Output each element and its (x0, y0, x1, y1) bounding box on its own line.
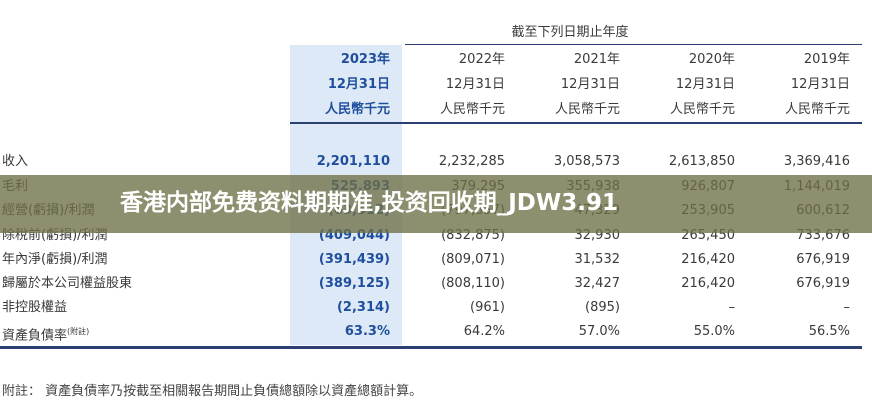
cell: 3,369,416 (783, 154, 850, 169)
cell: 2,232,285 (438, 154, 505, 169)
cell: (895) (585, 300, 620, 315)
cell: – (728, 300, 736, 315)
cell: 63.3% (344, 324, 390, 339)
column-header: 人民幣千元 (324, 102, 390, 117)
column-header: 人民幣千元 (784, 102, 850, 117)
cell: – (843, 300, 851, 315)
cell: 57.0% (578, 324, 620, 339)
cell: 64.2% (463, 324, 505, 339)
column-header: 12月31日 (790, 77, 850, 92)
banner-text: 香港内部免费资料期期准,投资回收期_JDW3.91 (120, 190, 619, 216)
cell: 2,613,850 (668, 154, 735, 169)
cell: 2,201,110 (316, 154, 390, 169)
row-label: 年內淨(虧損)/利潤 (2, 252, 108, 267)
rule (405, 44, 862, 45)
column-header: 12月31日 (675, 77, 735, 92)
cell: 216,420 (681, 252, 735, 267)
row-label: 收入 (2, 154, 29, 169)
column-header: 2023年 (340, 52, 390, 67)
row-label: 非控股權益 (2, 300, 68, 315)
rule (0, 346, 862, 349)
cell: 676,919 (796, 276, 850, 291)
column-header: 人民幣千元 (439, 102, 505, 117)
column-header: 人民幣千元 (554, 102, 620, 117)
column-header: 2022年 (458, 52, 505, 67)
row-note: (附註) (67, 327, 90, 336)
cell: 31,532 (574, 252, 621, 267)
cell: 56.5% (808, 324, 850, 339)
column-header: 2020年 (688, 52, 735, 67)
cell: 32,427 (574, 276, 621, 291)
rule (290, 122, 862, 124)
column-header: 12月31日 (560, 77, 620, 92)
cell: (808,110) (441, 276, 505, 291)
column-header: 2021年 (573, 52, 620, 67)
column-header: 12月31日 (327, 77, 390, 92)
group-header: 截至下列日期止年度 (511, 25, 629, 40)
cell: 55.0% (693, 324, 735, 339)
cell: 216,420 (681, 276, 735, 291)
column-header: 2019年 (803, 52, 850, 67)
cell: (389,125) (318, 276, 390, 291)
cell: (809,071) (441, 252, 505, 267)
footnote: 附註： 資產負債率乃按截至相關報告期間止負債總額除以資產總額計算。 (2, 384, 423, 399)
column-header: 人民幣千元 (669, 102, 735, 117)
banner (0, 175, 872, 233)
cell: (961) (470, 300, 505, 315)
row-label: 資產負債率(附註) (2, 327, 90, 344)
cell: 3,058,573 (553, 154, 620, 169)
row-label: 歸屬於本公司權益股東 (2, 276, 133, 291)
cell: (391,439) (318, 252, 390, 267)
column-header: 12月31日 (445, 77, 505, 92)
cell: (2,314) (336, 300, 390, 315)
cell: 676,919 (796, 252, 850, 267)
